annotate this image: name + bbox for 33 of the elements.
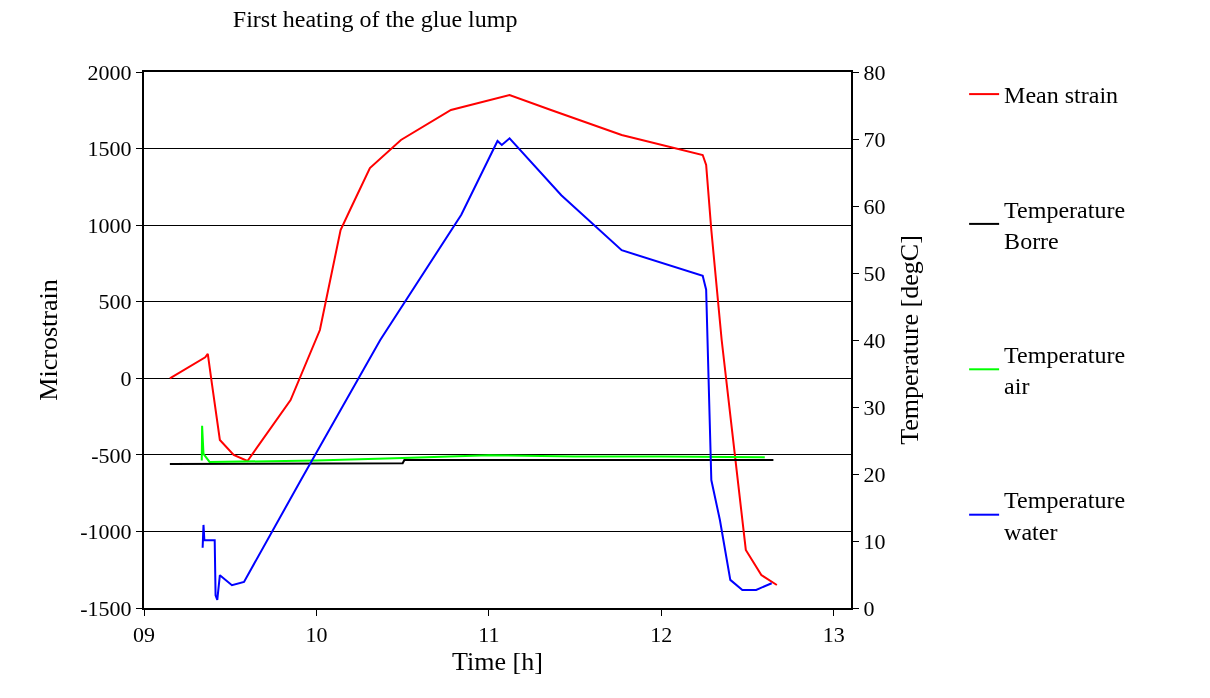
y2-tick-label: 20: [863, 461, 886, 487]
line-series: [201, 137, 773, 601]
y-tick-label: 500: [98, 289, 132, 315]
chart-title: First heating of the glue lump: [232, 6, 518, 33]
y-axis-title: Microstrain: [34, 279, 64, 401]
y2-tick-label: 30: [863, 394, 886, 420]
legend-label: Temperature Borre: [1004, 196, 1126, 254]
x-tick-label: 13: [822, 622, 845, 648]
y2-tick-label: 70: [863, 126, 886, 152]
line-series: [168, 93, 778, 587]
legend-label: Temperature air: [1004, 342, 1126, 400]
y2-tick-label: 60: [863, 193, 886, 219]
legend-label: Temperature water: [1004, 487, 1126, 545]
y-tick-label: 1500: [87, 136, 132, 162]
line-series: [200, 424, 766, 463]
y-tick-label: -1000: [80, 519, 132, 545]
y2-axis-title: Temperature [degC]: [894, 235, 924, 445]
y-tick-label: 2000: [87, 59, 132, 85]
y-tick-label: 0: [120, 365, 132, 391]
x-tick-label: 09: [133, 622, 155, 648]
y-tick-label: -1500: [80, 595, 132, 621]
x-axis-title: Time [h]: [452, 647, 543, 677]
y-tick-label: -500: [91, 442, 132, 468]
y2-tick-label: 80: [863, 59, 886, 85]
y2-tick-label: 50: [863, 260, 886, 286]
x-tick-label: 12: [650, 622, 673, 648]
y2-tick-label: 40: [863, 327, 886, 353]
y2-tick-label: 0: [863, 595, 875, 621]
y-tick-label: 1000: [87, 212, 132, 238]
legend-label: Mean strain: [1004, 82, 1119, 109]
x-tick-label: 10: [305, 622, 328, 648]
y2-tick-label: 10: [863, 528, 886, 554]
x-tick-label: 11: [478, 622, 500, 648]
